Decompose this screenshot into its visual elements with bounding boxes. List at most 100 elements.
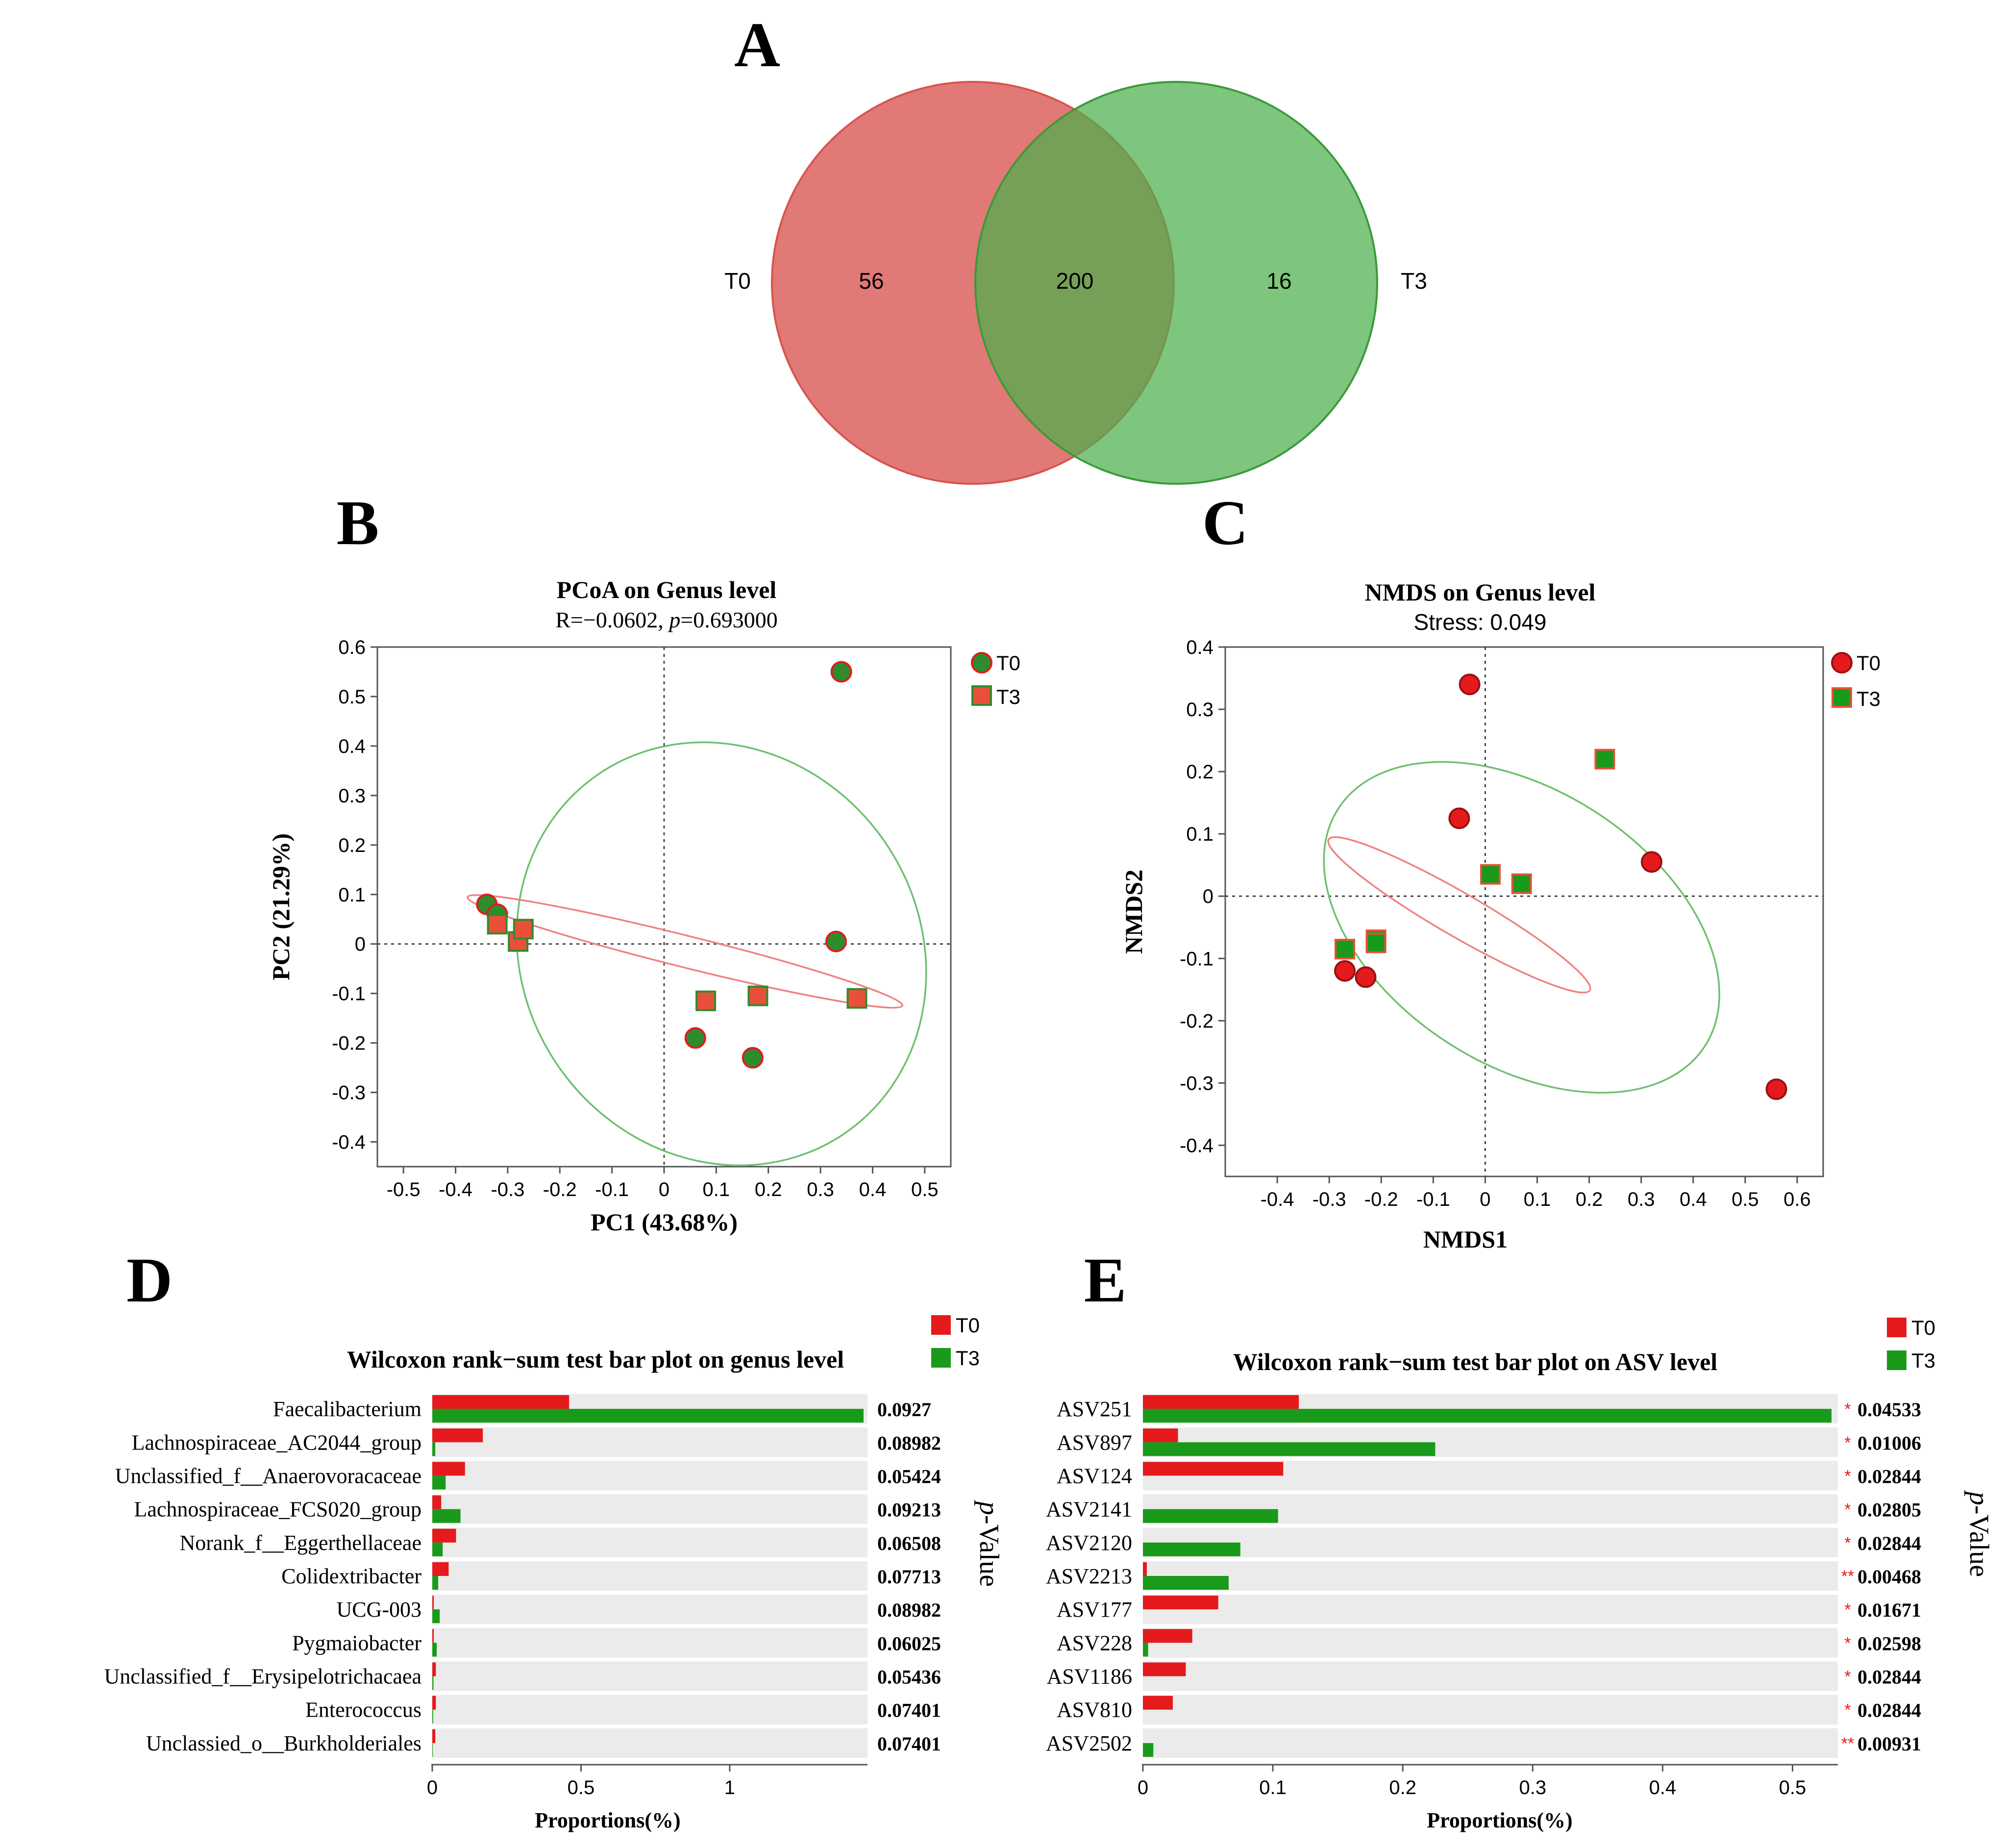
asv-bar-t3 <box>1143 1409 1832 1423</box>
asv-significance-star: ** <box>1841 1567 1854 1586</box>
asv-category-label: ASV2502 <box>1046 1731 1132 1755</box>
genus-p-value: 0.07401 <box>877 1733 941 1755</box>
asv-bar-t0 <box>1143 1629 1192 1643</box>
genus-bar-t3 <box>432 1743 433 1757</box>
asv-category-label: ASV177 <box>1057 1598 1132 1622</box>
asv-significance-star: ** <box>1841 1734 1854 1753</box>
asv-bar-t3 <box>1143 1576 1229 1590</box>
genus-p-value: 0.05424 <box>877 1465 941 1487</box>
asv-xlabel: Proportions(%) <box>1427 1808 1572 1832</box>
genus-bar-t3 <box>432 1609 440 1623</box>
nmds-xtick-label: 0 <box>1480 1189 1490 1210</box>
asv-bar-t3 <box>1143 1643 1148 1657</box>
nmds-xtick-label: -0.1 <box>1416 1189 1450 1210</box>
asv-p-value: 0.04533 <box>1857 1398 1921 1421</box>
asv-bar-t3 <box>1143 1743 1154 1757</box>
asv-category-label: ASV810 <box>1057 1698 1132 1722</box>
pcoa-ytick-label: -0.2 <box>332 1033 366 1054</box>
nmds-point-t0 <box>1640 851 1662 873</box>
asv-bar-title: Wilcoxon rank−sum test bar plot on ASV l… <box>1233 1348 1717 1375</box>
genus-p-value: 0.06025 <box>877 1632 941 1654</box>
pcoa-xtick-label: -0.2 <box>543 1179 577 1200</box>
nmds-xtick-label: -0.2 <box>1364 1189 1398 1210</box>
venn-label-t3: T3 <box>1401 268 1427 294</box>
genus-bar-t0 <box>432 1562 449 1576</box>
asv-p-value: 0.02844 <box>1857 1465 1921 1487</box>
genus-bar-t3 <box>432 1576 439 1590</box>
pcoa-ytick-label: 0.2 <box>338 835 366 856</box>
asv-p-value: 0.02805 <box>1857 1499 1921 1521</box>
nmds-panel: NMDS on Genus level Stress: 0.049 -0.4 -0… <box>1120 578 1881 1253</box>
asv-row-bg <box>1143 1728 1838 1758</box>
nmds-title: NMDS on Genus level <box>1365 578 1596 606</box>
nmds-xtick-label: 0.1 <box>1524 1189 1551 1210</box>
nmds-ellipse-t0 <box>1323 761 1720 1094</box>
genus-bar-t0 <box>432 1495 442 1509</box>
genus-legend-t0-swatch <box>931 1315 951 1335</box>
pcoa-xtick-label: 0.4 <box>859 1179 887 1200</box>
genus-bar-t3 <box>432 1643 437 1657</box>
asv-legend: T0 T3 <box>1887 1316 1935 1372</box>
nmds-ytick-label: 0.4 <box>1186 637 1213 658</box>
genus-xtick-label: 0 <box>427 1777 438 1798</box>
genus-p-value: 0.09213 <box>877 1499 941 1521</box>
genus-row-bg <box>432 1494 867 1524</box>
nmds-point-t0 <box>1459 674 1481 696</box>
asv-xtick-label: 0 <box>1138 1777 1148 1798</box>
genus-row-bg <box>432 1461 867 1491</box>
genus-row-bg <box>432 1728 867 1758</box>
asv-significance-star: * <box>1844 1500 1851 1519</box>
asv-p-value: 0.01671 <box>1857 1599 1921 1621</box>
genus-p-value: 0.06508 <box>877 1532 941 1554</box>
genus-legend-t3-swatch <box>931 1348 951 1368</box>
pcoa-ellipse-t0 <box>516 741 927 1167</box>
asv-bar-t0 <box>1143 1696 1173 1710</box>
nmds-xlabel: NMDS1 <box>1423 1225 1508 1253</box>
nmds-legend-t0-marker <box>1831 652 1853 674</box>
asv-significance-star: * <box>1844 1701 1851 1720</box>
genus-row-bg <box>432 1661 867 1691</box>
asv-significance-star: * <box>1844 1668 1851 1686</box>
nmds-ytick-label: -0.3 <box>1180 1073 1213 1094</box>
nmds-ytick-label: -0.2 <box>1180 1010 1213 1032</box>
asv-significance-star: * <box>1844 1634 1851 1652</box>
venn-count-shared: 200 <box>1056 268 1094 294</box>
pcoa-xtick-label: 0.3 <box>807 1179 834 1200</box>
nmds-point-t0 <box>1334 960 1356 982</box>
genus-bar-t3 <box>432 1709 433 1723</box>
asv-category-label: ASV251 <box>1057 1397 1132 1421</box>
pcoa-subtitle-p-symbol: p <box>668 607 680 632</box>
pcoa-xtick-label: -0.4 <box>439 1179 472 1200</box>
asv-p-value: 0.02844 <box>1857 1666 1921 1688</box>
pcoa-legend: T0 T3 <box>971 651 1020 708</box>
genus-bar-t0 <box>432 1395 569 1409</box>
nmds-ytick-label: 0.1 <box>1186 824 1213 845</box>
pcoa-xtick-label: -0.5 <box>387 1179 421 1200</box>
asv-significance-star: * <box>1844 1400 1851 1419</box>
genus-legend-t0-label: T0 <box>956 1314 980 1337</box>
genus-pvalue-axis-label: p-Value <box>974 1499 1004 1587</box>
asv-significance-star: * <box>1844 1467 1851 1485</box>
genus-bar-t0 <box>432 1696 436 1710</box>
asv-bar-plot: ASV251 * 0.04533 ASV897 * 0.01006 ASV124 * 0.028… <box>1046 1394 1921 1798</box>
nmds-xtick-label: 0.6 <box>1783 1189 1811 1210</box>
nmds-ytick-label: 0.3 <box>1186 699 1213 721</box>
asv-row-bg <box>1143 1561 1838 1591</box>
nmds-ellipse-t3 <box>1327 836 1591 994</box>
asv-significance-star: * <box>1844 1433 1851 1452</box>
genus-bar-t3 <box>432 1676 434 1690</box>
pcoa-ytick-label: -0.3 <box>332 1082 366 1104</box>
asv-category-label: ASV2120 <box>1046 1531 1132 1555</box>
pcoa-subtitle: R=−0.0602, p=0.693000 <box>555 607 778 632</box>
pcoa-xtick-label: 0.2 <box>755 1179 782 1200</box>
asv-xtick-label: 0.4 <box>1649 1777 1677 1798</box>
nmds-point-t3 <box>1365 932 1386 953</box>
panel-letter-d: D <box>126 1245 173 1316</box>
asv-row-bg <box>1143 1595 1838 1624</box>
genus-bar-t3 <box>432 1542 443 1556</box>
asv-pvalue-axis-label: p-Value <box>1964 1490 1994 1577</box>
pcoa-ytick-label: 0 <box>355 934 366 955</box>
asv-bar-t0 <box>1143 1562 1147 1576</box>
nmds-xtick-label: -0.4 <box>1261 1189 1294 1210</box>
genus-bar-t0 <box>432 1462 465 1476</box>
